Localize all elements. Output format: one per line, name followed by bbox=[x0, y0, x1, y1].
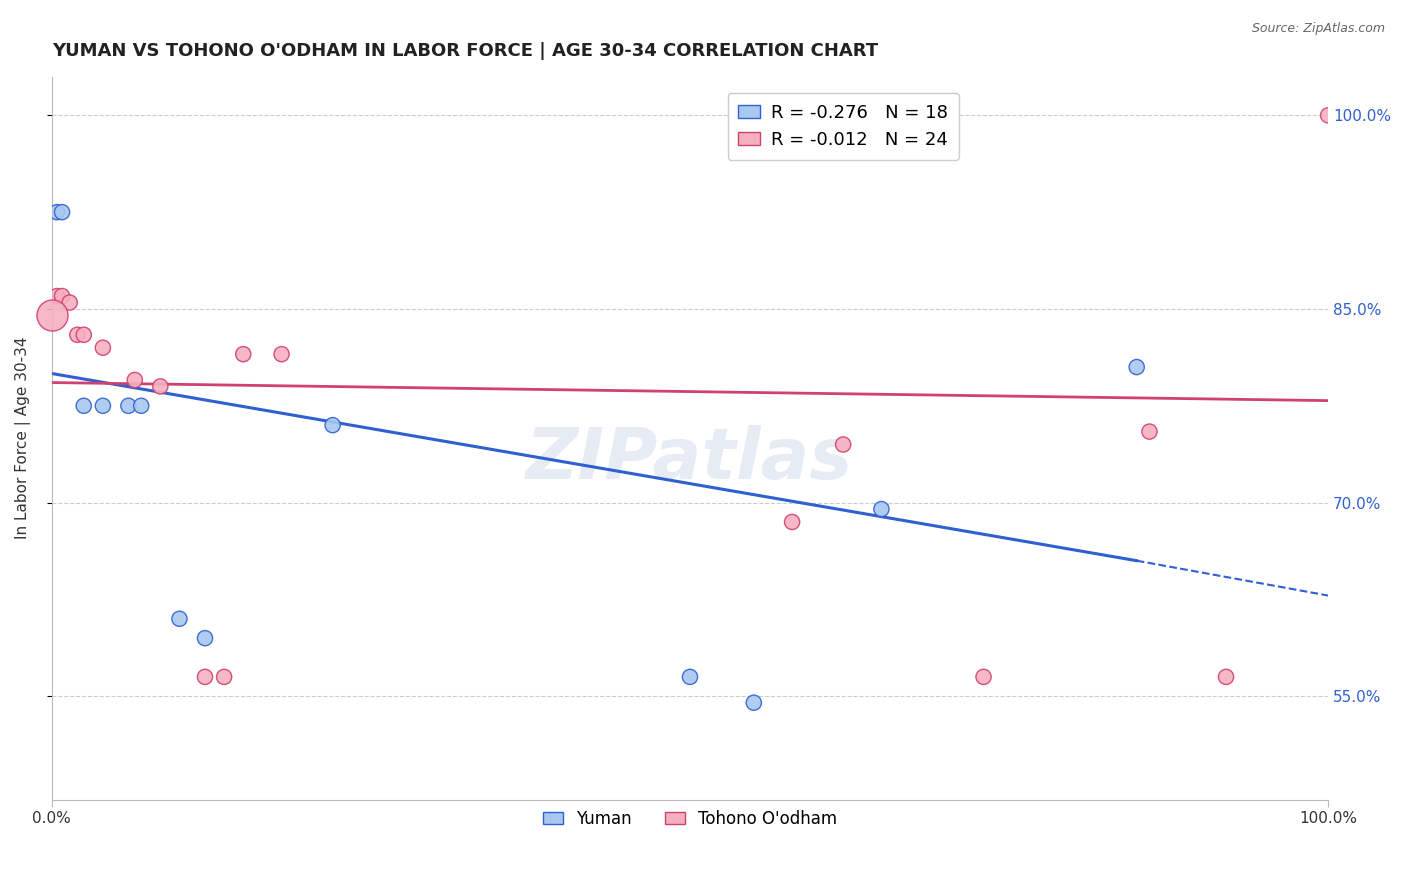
Point bbox=[270, 347, 292, 361]
Point bbox=[129, 399, 152, 413]
Point bbox=[780, 515, 803, 529]
Point bbox=[832, 437, 855, 451]
Point bbox=[59, 295, 82, 310]
Point bbox=[169, 612, 191, 626]
Point bbox=[870, 502, 893, 516]
Point bbox=[73, 327, 96, 342]
Point bbox=[124, 373, 146, 387]
Point bbox=[73, 399, 96, 413]
Point bbox=[51, 205, 73, 219]
Point bbox=[45, 205, 67, 219]
Point bbox=[973, 670, 995, 684]
Point bbox=[66, 327, 89, 342]
Point bbox=[322, 418, 344, 433]
Point bbox=[1125, 359, 1147, 374]
Text: YUMAN VS TOHONO O'ODHAM IN LABOR FORCE | AGE 30-34 CORRELATION CHART: YUMAN VS TOHONO O'ODHAM IN LABOR FORCE |… bbox=[52, 42, 877, 60]
Point bbox=[194, 631, 217, 645]
Point bbox=[91, 341, 114, 355]
Point bbox=[679, 670, 702, 684]
Point bbox=[1317, 108, 1340, 122]
Point bbox=[51, 289, 73, 303]
Point bbox=[91, 399, 114, 413]
Point bbox=[41, 309, 63, 323]
Y-axis label: In Labor Force | Age 30-34: In Labor Force | Age 30-34 bbox=[15, 337, 31, 540]
Text: Source: ZipAtlas.com: Source: ZipAtlas.com bbox=[1251, 22, 1385, 36]
Point bbox=[742, 696, 765, 710]
Point bbox=[194, 670, 217, 684]
Text: ZIPatlas: ZIPatlas bbox=[526, 425, 853, 494]
Legend: Yuman, Tohono O'odham: Yuman, Tohono O'odham bbox=[536, 803, 844, 835]
Point bbox=[45, 289, 67, 303]
Point bbox=[1215, 670, 1237, 684]
Point bbox=[1139, 425, 1161, 439]
Point bbox=[212, 670, 235, 684]
Point bbox=[149, 379, 172, 393]
Point bbox=[117, 399, 139, 413]
Point bbox=[232, 347, 254, 361]
